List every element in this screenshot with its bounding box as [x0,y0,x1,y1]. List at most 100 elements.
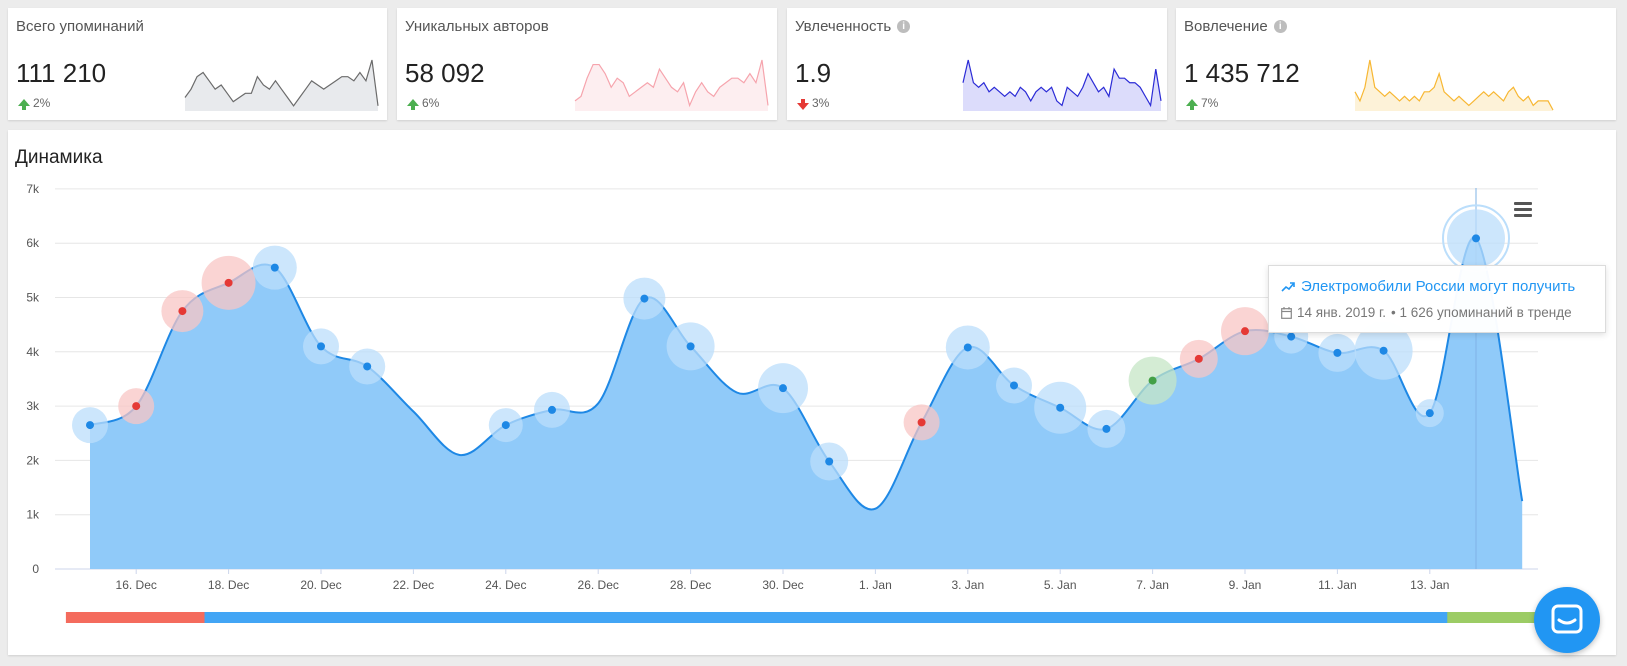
card-involvement: Вовлечение i 1 435 712 7% [1176,8,1616,120]
panel-title: Динамика [15,147,103,168]
data-point [501,421,510,430]
y-tick-label: 7k [26,182,40,196]
data-point [640,294,649,303]
x-tick-label: 9. Jan [1229,578,1262,592]
sentiment-segment [65,612,236,623]
info-icon[interactable]: i [897,20,911,33]
sparkline-line [962,59,1162,108]
data-point [1241,327,1249,336]
card-title: Вовлечение [1184,18,1268,35]
card-value: 111 210 [16,58,107,88]
x-tick-label: 5. Jan [1044,578,1077,592]
card-value: 58 092 [405,58,485,88]
tooltip-date: 14 янв. 2019 г. [1297,305,1387,320]
x-tick-label: 13. Jan [1410,578,1449,592]
data-point [1102,424,1111,433]
sparkline-area [963,60,1161,111]
y-tick-label: 4k [26,345,40,359]
x-tick-label: 28. Dec [670,578,711,592]
arrow-down-icon [797,98,809,110]
sentiment-segment [204,612,1479,623]
chart-tooltip: Электромобили России могут получить 14 я… [1268,265,1606,333]
sparkline-area [575,60,768,111]
tooltip-mentions: • 1 626 упоминаний в тренде [1391,305,1572,320]
data-point [1010,381,1018,390]
card-change: 7% [1201,96,1219,110]
sparkline-area [185,60,378,111]
card-change: 6% [422,96,440,110]
dynamics-panel: Динамика 0 1k 2k 3k 4k 5k 6k 7k 16. Dec 18. Dec 20… [8,130,1616,655]
tooltip-title: Электромобили России могут получить [1301,278,1576,295]
x-tick-label: 16. Dec [116,578,157,592]
card-title: Всего упоминаний [16,18,144,35]
sparkline [184,59,379,111]
data-point [270,263,279,272]
y-tick-label: 3k [26,399,40,413]
x-tick-label: 26. Dec [578,578,619,592]
card-total-mentions: Всего упоминаний 111 210 2% [8,8,387,120]
y-tick-label: 1k [26,508,40,522]
data-point [178,307,187,316]
sparkline [1354,59,1554,111]
arrow-up-icon [1186,98,1198,110]
data-point [1148,376,1157,385]
sentiment-segment [1447,612,1548,623]
data-point [686,342,695,351]
x-tick-label: 1. Jan [859,578,892,592]
data-point [825,457,834,466]
data-point [1333,348,1342,357]
sparkline-line [184,59,379,107]
data-point [1425,409,1434,418]
data-point [963,343,972,352]
card-value: 1 435 712 [1184,58,1300,88]
data-point [1379,346,1388,355]
x-tick-label: 22. Dec [393,578,434,592]
x-tick-label: 18. Dec [208,578,249,592]
data-point [363,362,372,371]
data-point [917,418,926,427]
card-engagement-rate: Увлеченность i 1.9 3% [787,8,1167,120]
dynamics-chart[interactable]: 0 1k 2k 3k 4k 5k 6k 7k 16. Dec 18. Dec 20. Dec 22. … [8,130,1616,655]
x-tick-label: 7. Jan [1136,578,1169,592]
chat-button[interactable] [1534,587,1600,653]
card-value: 1.9 [795,58,832,88]
x-tick-label: 30. Dec [762,578,803,592]
data-point [86,421,94,430]
data-point [224,278,233,287]
data-point [317,342,325,351]
data-point [1194,354,1203,363]
y-tick-label: 5k [26,291,40,305]
hamburger-menu-icon[interactable] [1514,202,1532,218]
y-tick-label: 6k [26,236,40,250]
x-tick-label: 24. Dec [485,578,526,592]
sparkline [574,59,769,111]
sparkline-line [1354,59,1554,111]
tooltip-trend-link[interactable]: Электромобили России могут получить [1281,278,1575,295]
data-point [1287,332,1296,341]
calendar-icon [1281,306,1292,319]
info-icon[interactable]: i [1273,20,1287,33]
x-tick-label: 3. Jan [951,578,984,592]
card-unique-authors: Уникальных авторов 58 092 6% [397,8,777,120]
x-tick-label: 20. Dec [300,578,341,592]
sparkline [962,59,1162,111]
stats-cards: Всего упоминаний 111 210 2% Уникальных а… [8,8,1616,121]
card-change: 2% [33,96,51,110]
data-point [548,405,556,414]
arrow-up-icon [407,98,419,110]
series-area [90,237,1523,569]
sparkline-line [574,59,769,108]
sparkline-area [1355,60,1553,111]
y-tick-label: 2k [26,453,40,467]
card-title: Уникальных авторов [405,18,549,35]
card-title: Увлеченность [795,18,892,35]
trend-icon [1281,281,1295,292]
data-point [1472,234,1480,243]
arrow-up-icon [18,98,30,110]
card-change: 3% [812,96,830,110]
data-point [779,384,787,393]
data-point [132,402,141,411]
chat-icon [1551,604,1583,634]
data-point [1056,403,1065,412]
y-tick-label: 0 [32,562,39,576]
